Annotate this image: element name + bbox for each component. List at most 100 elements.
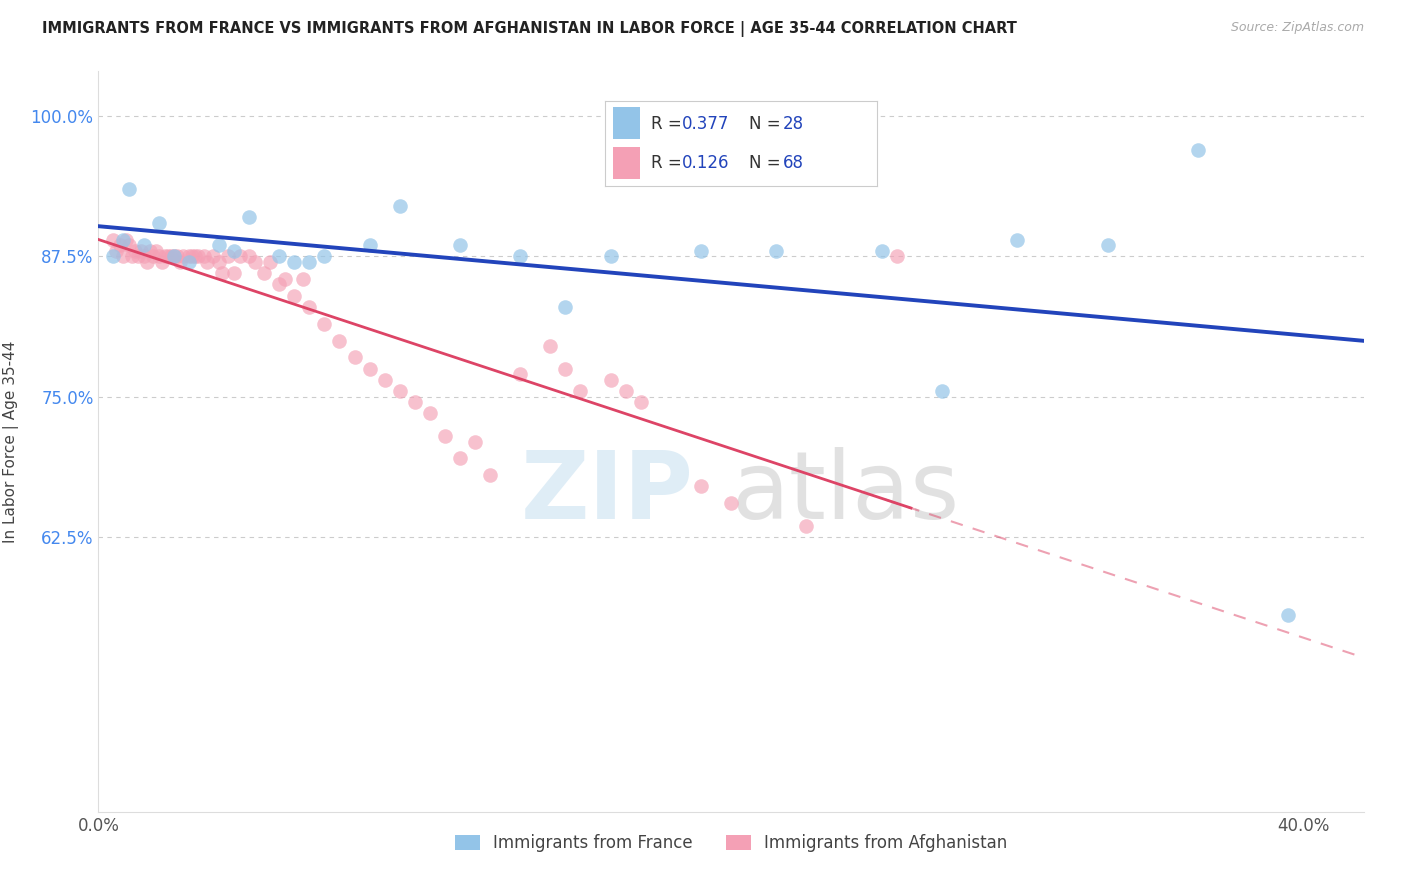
Point [554,300,576,314]
Point [148,250,170,264]
Point [105,244,128,258]
Point [690,479,713,493]
Point [509,250,531,264]
Point [314,317,336,331]
Point [201,250,224,264]
Point [238,250,260,264]
Point [269,250,291,264]
Point [103,250,125,264]
Point [599,250,621,264]
Point [187,250,209,264]
Point [870,244,893,258]
Point [614,384,637,398]
Point [208,255,231,269]
Point [1007,233,1029,247]
Point [630,395,652,409]
Point [195,255,218,269]
Point [111,233,134,247]
Text: IMMIGRANTS FROM FRANCE VS IMMIGRANTS FROM AFGHANISTAN IN LABOR FORCE | AGE 35-44: IMMIGRANTS FROM FRANCE VS IMMIGRANTS FRO… [42,21,1017,37]
Point [145,244,167,258]
Point [449,451,471,466]
Point [765,244,787,258]
Point [886,250,908,264]
Point [314,250,336,264]
Point [238,210,260,224]
Point [172,250,194,264]
Point [193,250,215,264]
Point [554,361,576,376]
Point [599,373,621,387]
Point [449,238,471,252]
Point [142,250,165,264]
Point [404,395,426,409]
Point [150,255,173,269]
Point [114,233,136,247]
Point [433,429,456,443]
Point [931,384,953,398]
Point [211,266,233,280]
Text: ZIP: ZIP [520,448,693,540]
Point [274,272,297,286]
Text: atlas: atlas [731,448,959,540]
Point [159,250,181,264]
Point [180,250,202,264]
Point [222,244,245,258]
Y-axis label: In Labor Force | Age 35-44: In Labor Force | Age 35-44 [3,341,20,542]
Point [169,255,191,269]
Point [359,361,381,376]
Point [298,300,321,314]
Point [177,255,200,269]
Point [509,368,531,382]
Point [121,250,143,264]
Point [419,407,441,421]
Point [690,244,713,258]
Point [111,250,134,264]
Point [538,339,561,353]
Point [127,250,149,264]
Point [343,351,366,365]
Text: Source: ZipAtlas.com: Source: ZipAtlas.com [1230,21,1364,34]
Legend: Immigrants from France, Immigrants from Afghanistan: Immigrants from France, Immigrants from … [449,828,1014,859]
Point [229,250,252,264]
Point [163,250,186,264]
Point [208,238,231,252]
Point [177,250,200,264]
Point [283,289,305,303]
Point [298,255,321,269]
Point [132,238,155,252]
Point [132,250,155,264]
Point [328,334,350,348]
Point [166,250,188,264]
Point [184,250,207,264]
Point [464,434,486,449]
Point [374,373,396,387]
Point [156,250,179,264]
Point [135,255,157,269]
Point [1277,608,1299,623]
Point [153,250,176,264]
Point [479,468,502,483]
Point [117,182,139,196]
Point [217,250,239,264]
Point [720,496,742,510]
Point [388,199,411,213]
Point [103,233,125,247]
Point [117,238,139,252]
Point [1187,143,1209,157]
Point [259,255,281,269]
Point [253,266,276,280]
Point [148,216,170,230]
Point [108,238,131,252]
Point [796,518,818,533]
Point [163,250,186,264]
Point [569,384,592,398]
Point [222,266,245,280]
Point [129,244,152,258]
Point [138,244,160,258]
Point [388,384,411,398]
Point [1097,238,1119,252]
Point [283,255,305,269]
Point [359,238,381,252]
Point [292,272,315,286]
Point [243,255,266,269]
